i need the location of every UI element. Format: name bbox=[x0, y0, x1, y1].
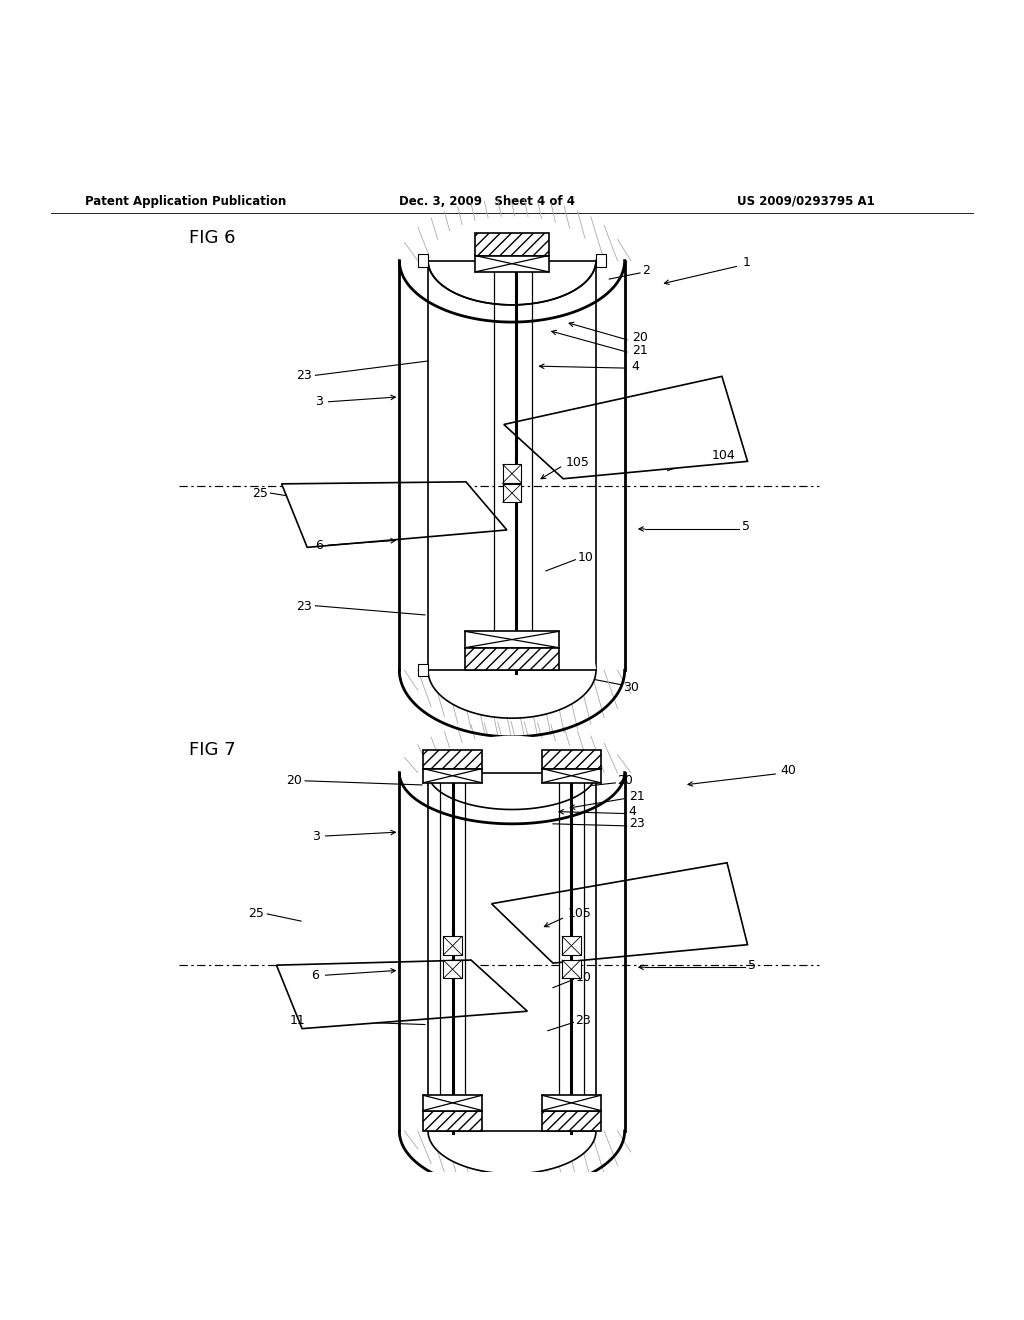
Text: 20: 20 bbox=[617, 775, 634, 787]
Bar bbox=[596, 255, 606, 267]
Bar bbox=[542, 750, 601, 768]
Ellipse shape bbox=[428, 216, 596, 305]
Bar bbox=[443, 960, 462, 978]
Bar bbox=[542, 1096, 601, 1110]
Text: 30: 30 bbox=[623, 681, 639, 694]
Text: 3: 3 bbox=[314, 396, 323, 408]
Text: 11: 11 bbox=[290, 1014, 305, 1027]
Text: 25: 25 bbox=[252, 487, 268, 499]
Ellipse shape bbox=[428, 622, 596, 718]
Bar bbox=[562, 936, 581, 954]
Text: 23: 23 bbox=[297, 601, 312, 614]
Text: 1: 1 bbox=[742, 256, 751, 269]
Text: 25: 25 bbox=[248, 907, 264, 920]
Bar bbox=[475, 256, 549, 272]
Text: 4: 4 bbox=[629, 805, 637, 818]
Bar bbox=[423, 1096, 482, 1110]
Text: 21: 21 bbox=[629, 789, 644, 803]
Ellipse shape bbox=[428, 1088, 596, 1173]
Text: FIG 7: FIG 7 bbox=[189, 741, 237, 759]
Text: 10: 10 bbox=[578, 552, 594, 564]
Bar bbox=[418, 255, 428, 267]
Bar bbox=[423, 768, 482, 783]
Polygon shape bbox=[282, 482, 507, 548]
Polygon shape bbox=[276, 960, 527, 1028]
Bar bbox=[465, 648, 559, 671]
Text: 23: 23 bbox=[629, 817, 644, 830]
Text: 4: 4 bbox=[632, 359, 640, 372]
Bar bbox=[443, 936, 462, 954]
Text: 2: 2 bbox=[642, 264, 650, 277]
Bar bbox=[503, 484, 521, 503]
Bar bbox=[542, 768, 601, 783]
Text: 104: 104 bbox=[712, 449, 735, 462]
Bar bbox=[542, 1110, 601, 1131]
Text: 105: 105 bbox=[565, 455, 589, 469]
Text: 5: 5 bbox=[742, 520, 751, 533]
Polygon shape bbox=[504, 376, 748, 479]
Bar bbox=[423, 1110, 482, 1131]
Ellipse shape bbox=[428, 735, 596, 809]
Text: 105: 105 bbox=[567, 907, 591, 920]
Bar bbox=[418, 664, 428, 676]
Text: 40: 40 bbox=[780, 764, 797, 777]
Text: Dec. 3, 2009   Sheet 4 of 4: Dec. 3, 2009 Sheet 4 of 4 bbox=[399, 195, 575, 207]
Text: FIG 6: FIG 6 bbox=[189, 230, 236, 247]
Text: Patent Application Publication: Patent Application Publication bbox=[85, 195, 287, 207]
Text: 21: 21 bbox=[632, 345, 647, 358]
Text: 10: 10 bbox=[575, 972, 592, 983]
Bar bbox=[465, 631, 559, 648]
Bar bbox=[423, 750, 482, 768]
Text: US 2009/0293795 A1: US 2009/0293795 A1 bbox=[737, 195, 876, 207]
Text: 23: 23 bbox=[575, 1014, 591, 1027]
Text: 6: 6 bbox=[314, 539, 323, 552]
Bar bbox=[475, 234, 549, 256]
Text: 20: 20 bbox=[632, 331, 648, 345]
Text: 3: 3 bbox=[311, 830, 319, 842]
Text: 6: 6 bbox=[311, 969, 319, 982]
Polygon shape bbox=[492, 863, 748, 964]
Bar bbox=[562, 960, 581, 978]
Text: 20: 20 bbox=[286, 775, 302, 787]
Bar bbox=[503, 465, 521, 483]
Text: 5: 5 bbox=[748, 958, 756, 972]
Text: 23: 23 bbox=[297, 368, 312, 381]
